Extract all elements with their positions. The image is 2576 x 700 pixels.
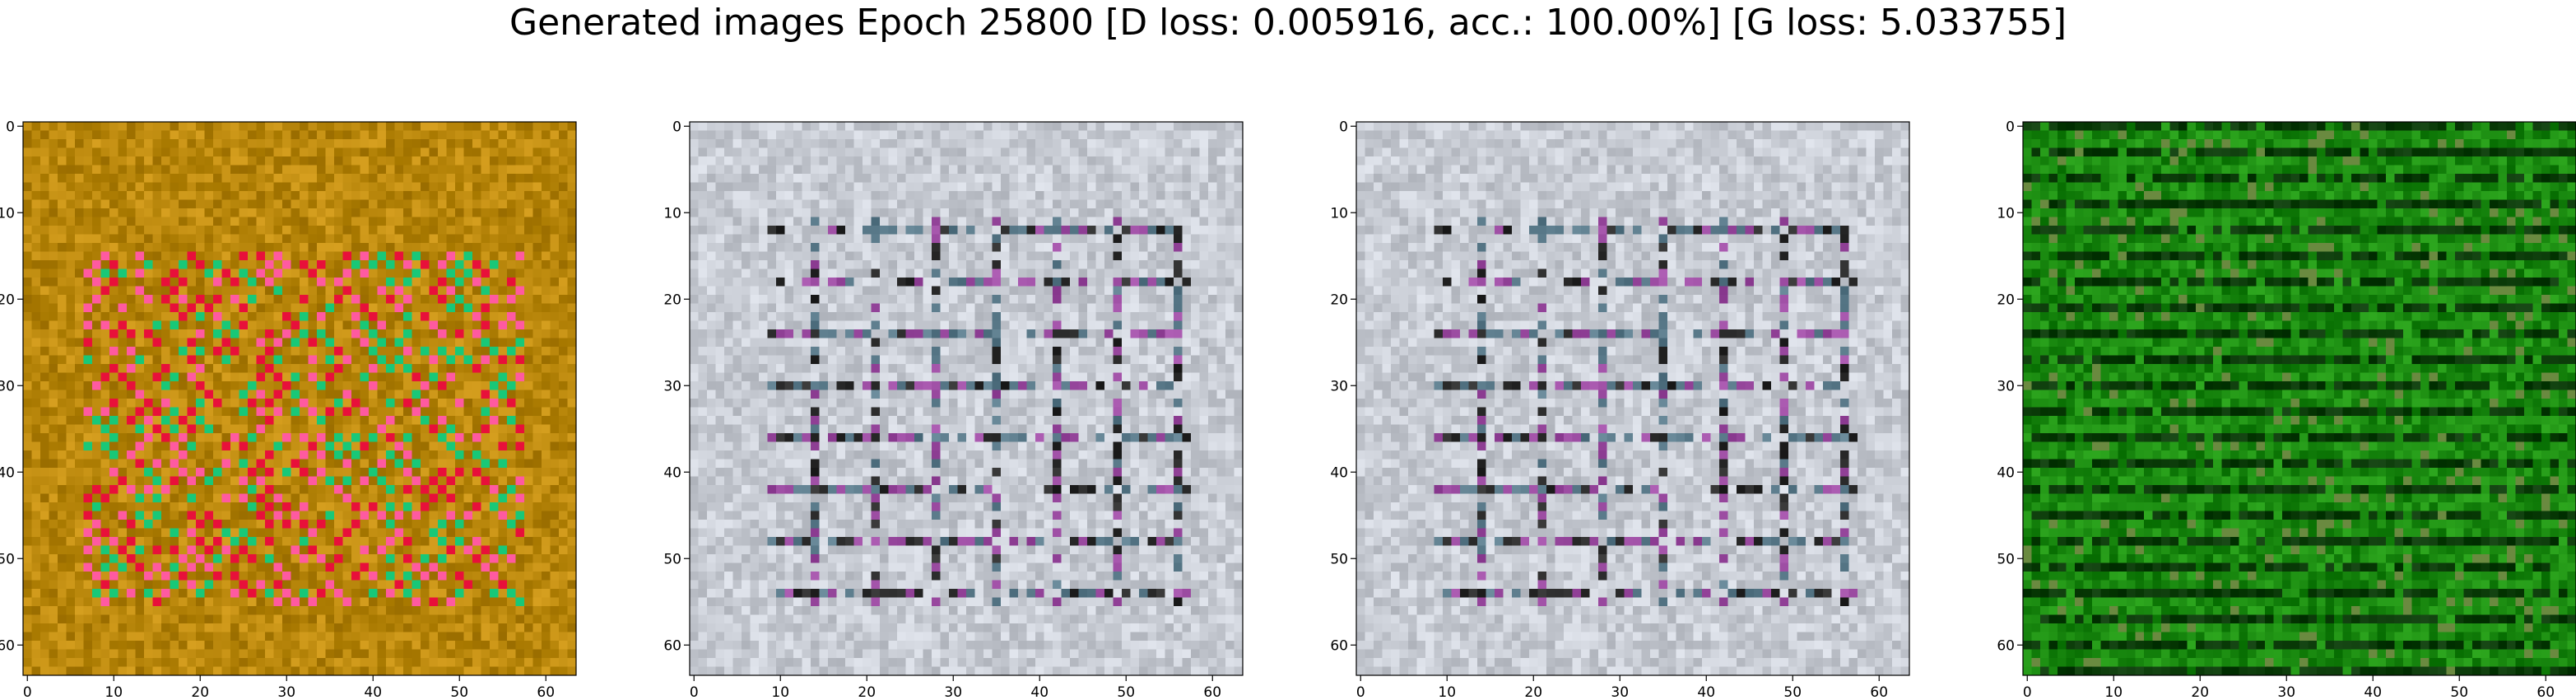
x-tick-label: 40 — [2364, 684, 2382, 700]
y-tick-label: 60 — [1330, 637, 1348, 654]
y-tick-label: 20 — [0, 292, 15, 308]
x-tick-label: 10 — [105, 684, 123, 700]
generated-image-panel-1: 0 10 20 30 40 50 60 0 10 20 30 40 50 60 — [0, 107, 593, 700]
x-tick-label: 10 — [1438, 684, 1456, 700]
x-tick-label: 40 — [364, 684, 382, 700]
x-tick-label: 30 — [1611, 684, 1629, 700]
y-tick-label: 30 — [1997, 378, 2015, 394]
x-tick-label: 50 — [2450, 684, 2468, 700]
x-tick-label: 0 — [23, 684, 32, 700]
generated-image-panel-4: 0 10 20 30 40 50 60 0 10 20 30 40 50 60 — [2000, 107, 2576, 700]
x-tick-label: 40 — [1697, 684, 1715, 700]
y-tick-label: 50 — [0, 551, 15, 567]
y-tick-label: 20 — [663, 292, 681, 308]
x-tick-label: 30 — [944, 684, 962, 700]
y-tick-label: 40 — [1330, 464, 1348, 481]
x-tick-label: 30 — [277, 684, 295, 700]
y-tick-label: 20 — [1997, 292, 2015, 308]
x-tick-label: 50 — [1783, 684, 1802, 700]
image-pixels — [2023, 122, 2576, 675]
x-tick-label: 20 — [1524, 684, 1542, 700]
generated-image-panel-3: 0 10 20 30 40 50 60 0 10 20 30 40 50 60 — [1333, 107, 1926, 700]
x-tick-label: 0 — [690, 684, 699, 700]
x-tick-label: 20 — [858, 684, 876, 700]
y-tick-label: 0 — [672, 119, 681, 135]
image-pixels — [1356, 122, 1909, 675]
y-tick-label: 30 — [663, 378, 681, 394]
y-tick-label: 50 — [663, 551, 681, 567]
y-tick-label: 60 — [0, 637, 15, 654]
y-tick-label: 30 — [0, 378, 15, 394]
y-tick-label: 50 — [1330, 551, 1348, 567]
x-tick-label: 60 — [1203, 684, 1221, 700]
x-tick-label: 60 — [2536, 684, 2555, 700]
y-tick-label: 50 — [1997, 551, 2015, 567]
y-tick-label: 40 — [663, 464, 681, 481]
image-pixels — [23, 122, 576, 675]
x-tick-label: 60 — [1870, 684, 1888, 700]
y-tick-label: 10 — [1330, 205, 1348, 222]
figure-title: Generated images Epoch 25800 [D loss: 0.… — [0, 2, 2576, 44]
x-tick-label: 10 — [771, 684, 789, 700]
y-tick-label: 0 — [1339, 119, 1348, 135]
y-tick-label: 10 — [663, 205, 681, 222]
x-tick-label: 40 — [1030, 684, 1049, 700]
y-tick-label: 0 — [2006, 119, 2015, 135]
y-tick-label: 30 — [1330, 378, 1348, 394]
y-tick-label: 10 — [1997, 205, 2015, 222]
y-tick-label: 10 — [0, 205, 15, 222]
y-tick-label: 60 — [1997, 637, 2015, 654]
image-pixels — [690, 122, 1243, 675]
x-tick-label: 20 — [2191, 684, 2209, 700]
y-tick-label: 20 — [1330, 292, 1348, 308]
y-tick-label: 60 — [663, 637, 681, 654]
x-tick-label: 50 — [450, 684, 468, 700]
y-tick-label: 40 — [0, 464, 15, 481]
x-tick-label: 0 — [2023, 684, 2032, 700]
x-tick-label: 60 — [537, 684, 555, 700]
y-tick-label: 0 — [6, 119, 15, 135]
x-tick-label: 10 — [2104, 684, 2123, 700]
y-tick-label: 40 — [1997, 464, 2015, 481]
x-tick-label: 0 — [1356, 684, 1365, 700]
x-tick-label: 20 — [191, 684, 209, 700]
x-tick-label: 30 — [2277, 684, 2295, 700]
x-tick-label: 50 — [1117, 684, 1135, 700]
